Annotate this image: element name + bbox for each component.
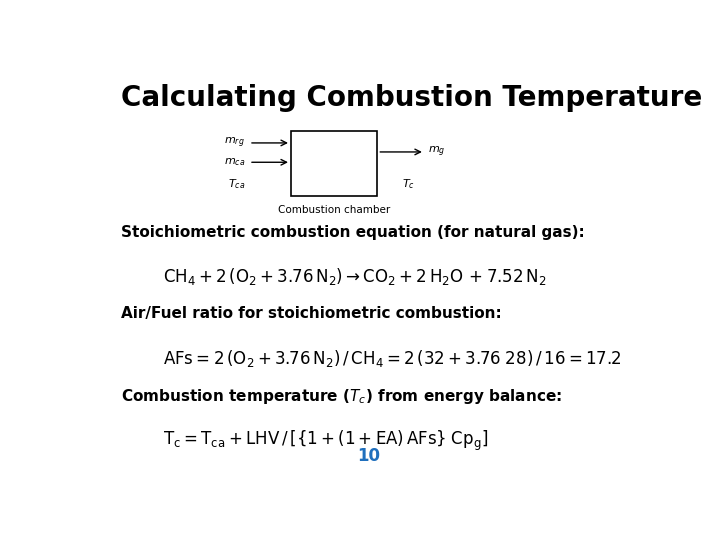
Text: $T_{ca}$: $T_{ca}$ [228,177,245,191]
Text: $\mathregular{T_c = T_{ca} + LHV\,/\,[\{1 + (1 + EA)\,AFs\}\;Cp_g]}$: $\mathregular{T_c = T_{ca} + LHV\,/\,[\{… [163,429,487,453]
Text: Air/Fuel ratio for stoichiometric combustion:: Air/Fuel ratio for stoichiometric combus… [121,306,501,321]
Text: Calculating Combustion Temperature: Calculating Combustion Temperature [121,84,702,112]
Text: $m_{rg}$: $m_{rg}$ [225,136,245,150]
Text: $m_{ca}$: $m_{ca}$ [224,157,245,168]
Text: Combustion temperature ($T_c$) from energy balance:: Combustion temperature ($T_c$) from ener… [121,387,562,406]
Text: $\mathregular{CH_4 + 2\,(O_2 + 3.76\,N_2) \rightarrow CO_2 + 2\,H_2O\, +7.52\,N_: $\mathregular{CH_4 + 2\,(O_2 + 3.76\,N_2… [163,266,546,287]
Bar [291,131,377,196]
Text: 10: 10 [358,447,380,465]
Text: $\mathregular{AFs = 2\,(O_2 + 3.76\,N_2)\,/\,CH_4 = 2\,(32 + 3.76\;28)\,/\,16 = : $\mathregular{AFs = 2\,(O_2 + 3.76\,N_2)… [163,348,621,368]
Text: Stoichiometric combustion equation (for natural gas):: Stoichiometric combustion equation (for … [121,225,585,240]
Text: Combustion chamber: Combustion chamber [278,205,390,215]
Text: $T_c$: $T_c$ [402,177,415,191]
Text: $m_g$: $m_g$ [428,145,445,159]
